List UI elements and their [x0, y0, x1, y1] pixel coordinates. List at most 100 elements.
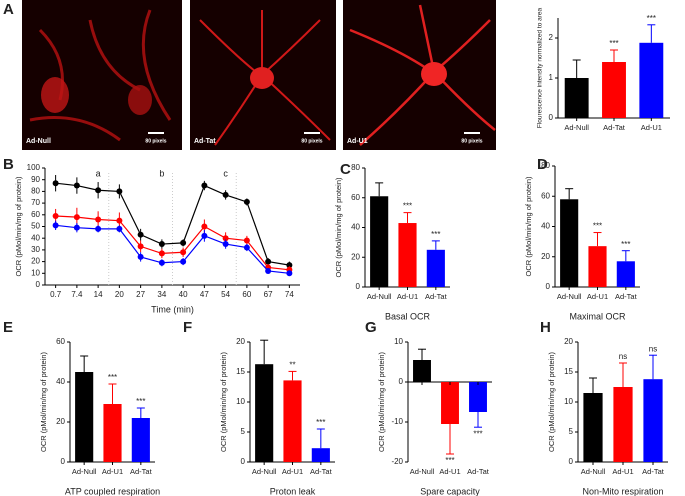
significance: *** — [647, 14, 656, 23]
x-axis-label: ATP coupled respiration — [65, 486, 160, 496]
point — [265, 258, 272, 265]
significance: *** — [593, 222, 602, 231]
y-tick-label: -10 — [391, 417, 403, 426]
series-line — [55, 224, 290, 274]
significance: ** — [289, 361, 295, 370]
point — [158, 259, 165, 266]
point — [158, 250, 165, 257]
point — [137, 231, 144, 238]
y-tick-label: 70 — [31, 198, 40, 207]
panel-label: C — [340, 161, 351, 178]
x-tick-label: Ad-Tat — [467, 467, 490, 476]
y-tick-label: 80 — [351, 163, 360, 172]
panel-label: H — [540, 319, 551, 336]
x-tick-label: Ad-Tat — [130, 467, 153, 476]
y-axis-label: OCR (pMol/min/mg of protein) — [547, 351, 556, 452]
x-tick-label: 40 — [179, 290, 188, 299]
x-axis-label: Proton leak — [270, 486, 316, 496]
y-tick-label: 0 — [36, 280, 41, 289]
x-tick-label: Ad-Null — [564, 123, 589, 132]
x-tick-label: Ad-Tat — [310, 467, 333, 476]
bar — [441, 382, 459, 424]
y-tick-label: 50 — [31, 222, 40, 231]
x-tick-label: Ad-U1 — [641, 123, 662, 132]
y-tick-label: 20 — [564, 337, 573, 346]
bar — [398, 223, 417, 287]
y-tick-label: 40 — [541, 222, 550, 231]
point — [222, 191, 229, 198]
point — [201, 232, 208, 239]
point — [201, 182, 208, 189]
series-line — [55, 215, 290, 271]
point — [137, 253, 144, 260]
x-tick-label: Ad-U1 — [587, 292, 608, 301]
y-axis-label: OCR (pMol/min/mg of protein) — [14, 176, 23, 277]
point — [52, 212, 59, 219]
bar — [583, 393, 603, 462]
y-tick-label: 10 — [31, 268, 40, 277]
point — [286, 262, 293, 269]
y-tick-label: 80 — [541, 161, 550, 170]
panel-label: B — [3, 156, 14, 173]
y-tick-label: 40 — [31, 233, 40, 242]
x-axis-label: Basal OCR — [385, 311, 431, 321]
y-tick-label: 90 — [31, 175, 40, 184]
panel-label: F — [183, 319, 192, 336]
scale-label: 80 pixels — [461, 138, 482, 144]
y-tick-label: 40 — [56, 377, 65, 386]
point — [73, 224, 80, 231]
y-tick-label: 40 — [351, 223, 360, 232]
y-tick-label: 20 — [236, 337, 245, 346]
x-axis-label: Spare capacity — [420, 486, 480, 496]
point — [73, 182, 80, 189]
y-tick-label: 10 — [564, 397, 573, 406]
point — [180, 258, 187, 265]
scale-label: 80 pixels — [145, 138, 166, 144]
x-tick-label: Ad-Null — [367, 292, 392, 301]
point — [73, 214, 80, 221]
bar — [131, 418, 150, 462]
significance: ns — [619, 352, 627, 361]
y-axis-label: Flourescence intensity normalized to are… — [537, 7, 544, 128]
x-tick-label: 74 — [285, 290, 294, 299]
y-tick-label: 60 — [56, 337, 65, 346]
y-tick-label: 0 — [356, 282, 361, 291]
point — [201, 223, 208, 230]
micrographs: Ad-Null Ad-Tat Ad-U1 80 pixels 80 pixels… — [22, 0, 496, 150]
bar — [564, 78, 589, 118]
significance: *** — [473, 429, 482, 438]
y-tick-label: 20 — [541, 252, 550, 261]
x-tick-label: 27 — [136, 290, 145, 299]
bar — [370, 196, 389, 287]
point — [180, 239, 187, 246]
y-tick-label: 1 — [549, 73, 554, 82]
y-tick-label: 0 — [546, 282, 551, 291]
y-tick-label: 20 — [56, 417, 65, 426]
y-axis-label: OCR (pMol/min/mg of protein) — [219, 351, 228, 452]
point — [265, 267, 272, 274]
y-tick-label: 5 — [241, 427, 246, 436]
point — [95, 187, 102, 194]
phase-label: a — [96, 168, 101, 178]
y-axis-label: OCR (pMol/min/mg of protein) — [39, 351, 48, 452]
significance: *** — [108, 373, 117, 382]
series-line — [55, 182, 290, 266]
image-label: Ad-U1 — [347, 138, 368, 145]
x-tick-label: Ad-U1 — [282, 467, 303, 476]
bar — [426, 249, 445, 287]
panel-label: G — [365, 319, 377, 336]
y-tick-label: 5 — [569, 427, 574, 436]
x-tick-label: 47 — [200, 290, 209, 299]
y-tick-label: 15 — [236, 367, 245, 376]
point — [222, 241, 229, 248]
point — [243, 198, 250, 205]
x-tick-label: 7.4 — [71, 290, 83, 299]
y-tick-label: 60 — [541, 191, 550, 200]
bar — [639, 42, 664, 118]
y-tick-label: 20 — [351, 252, 360, 261]
point — [95, 225, 102, 232]
y-tick-label: 100 — [27, 163, 41, 172]
y-tick-label: 80 — [31, 187, 40, 196]
y-tick-label: 10 — [236, 397, 245, 406]
